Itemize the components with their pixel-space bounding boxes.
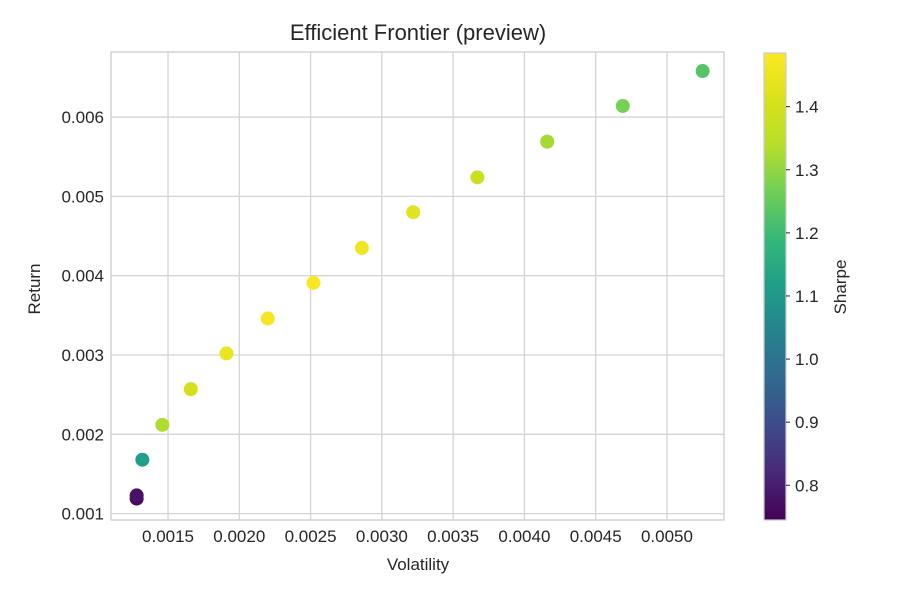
data-point [406,205,421,220]
x-tick-label: 0.0025 [285,527,337,546]
data-point [354,240,369,255]
colorbar-tick-labels: 0.8 0.9 1.0 1.1 1.2 1.3 1.4 [786,98,819,495]
colorbar [763,52,787,521]
data-point [615,98,630,113]
data-point [540,134,555,149]
x-tick-label: 0.0035 [427,527,479,546]
y-tick-label: 0.003 [61,346,104,365]
data-point [695,64,710,79]
data-point [219,346,234,361]
y-tick-label: 0.006 [61,108,104,127]
x-axis-label: Volatility [387,555,450,574]
y-tick-labels: 0.001 0.002 0.003 0.004 0.005 0.006 [61,108,104,524]
colorbar-tick-label: 1.0 [795,350,819,369]
x-tick-label: 0.0045 [570,527,622,546]
data-point [183,382,198,397]
colorbar-tick-label: 0.9 [795,413,819,432]
x-tick-label: 0.0020 [213,527,265,546]
data-point [155,417,170,432]
colorbar-tick-label: 0.8 [795,476,819,495]
data-points [129,64,710,506]
x-tick-label: 0.0015 [142,527,194,546]
x-tick-label: 0.0050 [641,527,693,546]
y-tick-label: 0.002 [61,425,104,444]
data-point [470,170,485,185]
data-point [306,275,321,290]
colorbar-tick-label: 1.1 [795,287,819,306]
data-point [260,311,275,326]
x-tick-labels: 0.0015 0.0020 0.0025 0.0030 0.0035 0.0040 0.00… [142,527,693,546]
colorbar-label: Sharpe [831,260,850,315]
y-tick-label: 0.001 [61,505,104,524]
x-tick-label: 0.0030 [356,527,408,546]
plot-frame [110,51,725,521]
data-point [129,488,144,503]
y-axis-label: Return [25,263,44,314]
colorbar-tick-label: 1.4 [795,98,819,117]
colorbar-tick-label: 1.2 [795,224,819,243]
grid-lines [111,52,724,520]
y-tick-label: 0.004 [61,267,104,286]
chart-title: Efficient Frontier (preview) [290,20,546,45]
data-point [135,452,150,467]
colorbar-tick-label: 1.3 [795,161,819,180]
y-tick-label: 0.005 [61,187,104,206]
x-tick-label: 0.0040 [498,527,550,546]
